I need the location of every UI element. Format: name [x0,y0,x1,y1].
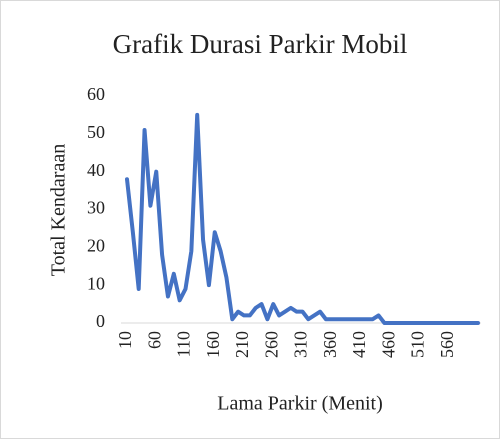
y-tick-label: 0 [96,311,105,331]
y-tick-label: 30 [87,198,105,218]
y-tick-label: 20 [87,235,105,255]
x-tick-label: 10 [115,331,135,349]
y-tick-label: 50 [87,122,105,142]
chart-title: Grafik Durasi Parkir Mobil [113,29,408,59]
x-tick-label: 310 [291,331,311,358]
x-tick-label: 510 [408,331,428,358]
x-tick-label: 260 [261,331,281,358]
x-tick-label: 410 [349,331,369,358]
data-line [125,112,480,325]
y-tick-label: 40 [87,160,105,180]
x-tick-label: 360 [320,331,340,358]
x-tick-label: 110 [174,331,194,357]
x-tick-label: 60 [144,331,164,349]
x-tick-label: 160 [203,331,223,358]
x-tick-label: 560 [437,331,457,358]
y-tick-label: 60 [87,84,105,104]
y-tick-label: 10 [87,273,105,293]
y-axis-title: Total Kendaraan [48,144,70,276]
x-axis-title: Lama Parkir (Menit) [217,393,383,415]
x-tick-label: 210 [232,331,252,358]
x-tick-label: 460 [378,331,398,358]
